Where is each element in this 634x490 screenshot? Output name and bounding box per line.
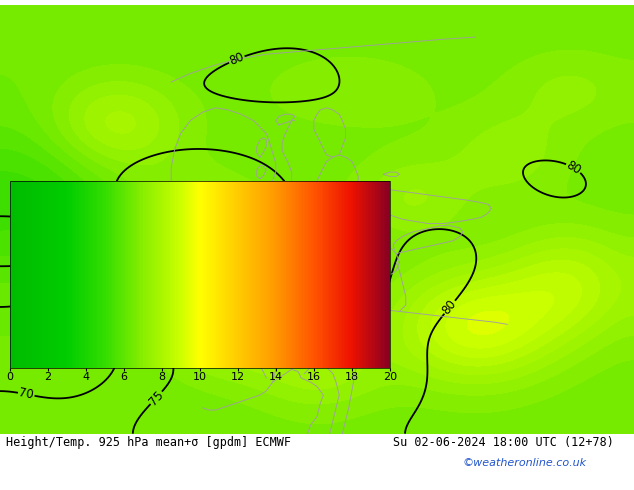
Text: 70: 70 — [18, 387, 35, 402]
Text: 80: 80 — [440, 297, 460, 317]
Text: 80: 80 — [228, 50, 246, 68]
Text: Su 02-06-2024 18:00 UTC (12+78): Su 02-06-2024 18:00 UTC (12+78) — [393, 437, 614, 449]
Text: 85: 85 — [292, 203, 310, 222]
Text: Height/Temp. 925 hPa mean+σ [gpdm] ECMWF: Height/Temp. 925 hPa mean+σ [gpdm] ECMWF — [6, 437, 292, 449]
Text: 80: 80 — [564, 158, 583, 177]
Text: ©weatheronline.co.uk: ©weatheronline.co.uk — [463, 458, 587, 468]
Text: 75: 75 — [146, 388, 166, 408]
